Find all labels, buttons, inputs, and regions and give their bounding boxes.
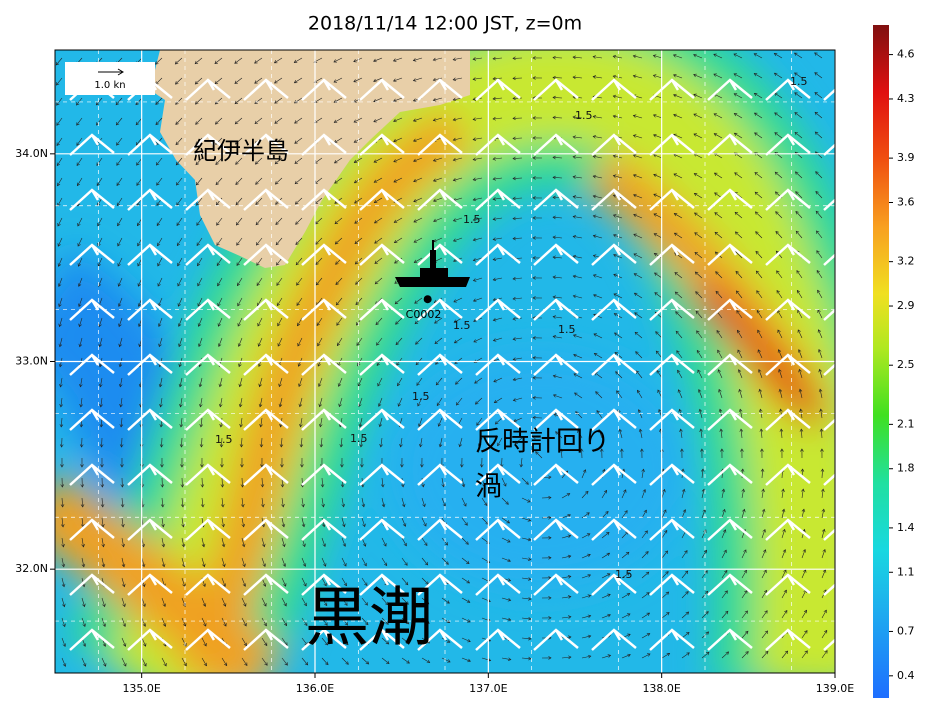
colorbar-tick-label: 1.8 (897, 462, 915, 475)
x-tick-label: 136.0E (296, 682, 334, 695)
contour-label: 1.5 (575, 109, 593, 122)
colorbar-tick-label: 1.1 (897, 565, 915, 578)
colorbar-tick-label: 1.4 (897, 521, 915, 534)
x-tick-label: 138.0E (642, 682, 680, 695)
contour-label: 1.5 (463, 213, 481, 226)
y-tick-label: 34.0N (15, 147, 48, 160)
peninsula-label: 紀伊半島 (193, 137, 289, 165)
kuroshio-label: 黒潮 (305, 582, 433, 656)
station-label: C0002 (406, 308, 442, 321)
contour-label: 1.5 (215, 433, 233, 446)
colorbar-tick-label: 4.3 (897, 92, 915, 105)
x-tick-label: 137.0E (469, 682, 507, 695)
colorbar-tick-label: 0.7 (897, 624, 915, 637)
station-marker (424, 295, 432, 303)
scale-label: 1.0 kn (94, 80, 125, 91)
current-field (40, 50, 868, 690)
eddy-label: 渦 (475, 472, 502, 503)
colorbar-tick-label: 3.2 (897, 255, 915, 268)
contour-label: 1.5 (558, 323, 576, 336)
eddy-label: 反時計回り (475, 427, 610, 458)
y-tick-label: 32.0N (15, 562, 48, 575)
colorbar-tick-label: 2.9 (897, 299, 915, 312)
colorbar-tick-label: 0.4 (897, 669, 915, 682)
colorbar-tick-label: 3.6 (897, 195, 915, 208)
colorbar-tick-label: 2.5 (897, 358, 915, 371)
y-tick-label: 33.0N (15, 355, 48, 368)
contour-label: 1.5 (790, 75, 808, 88)
colorbar-tick-label: 2.1 (897, 417, 915, 430)
contour-label: 1.5 (453, 319, 471, 332)
title: 2018/11/14 12:00 JST, z=0m (308, 13, 582, 35)
x-tick-label: 135.0E (122, 682, 160, 695)
x-tick-label: 139.0E (816, 682, 854, 695)
colorbar-tick-label: 3.9 (897, 151, 915, 164)
contour-label: 1.5 (350, 432, 368, 445)
colorbar (873, 25, 889, 698)
contour-label: 1.5 (615, 568, 633, 581)
contour-label: 1.5 (412, 390, 430, 403)
colorbar-tick-label: 4.6 (897, 48, 915, 61)
